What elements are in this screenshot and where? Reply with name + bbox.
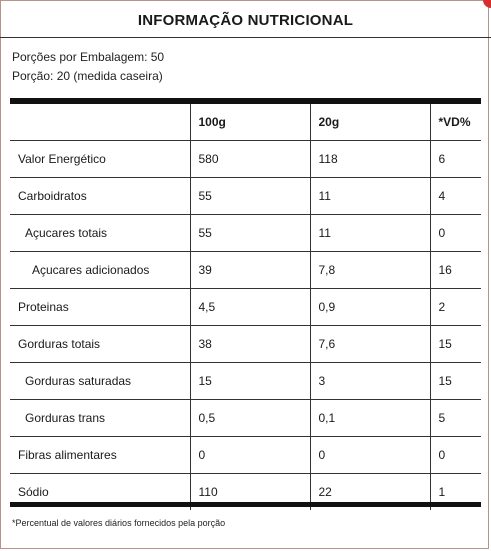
table-row: Gorduras totais 38 7,6 15 [10, 325, 481, 363]
table-bottom-rule [10, 502, 481, 507]
daily-value-percent: 15 [429, 325, 481, 363]
value-per-20g: 0,1 [309, 399, 431, 437]
nutrition-table: 100g 20g *VD% Valor Energético 580 118 6… [10, 104, 481, 510]
value-per-100g: 0,5 [189, 399, 311, 437]
table-top-rule [10, 98, 481, 104]
serving-size: Porção: 20 (medida caseira) [12, 69, 163, 83]
table-row: Valor Energético 580 118 6 [10, 140, 481, 178]
value-per-20g: 11 [309, 177, 431, 215]
servings-per-package: Porções por Embalagem: 50 [12, 50, 165, 64]
nutrient-name: Valor Energético [10, 140, 191, 178]
table-row: Gorduras trans 0,5 0,1 5 [10, 399, 481, 437]
value-per-20g: 3 [309, 362, 431, 400]
daily-value-percent: 4 [429, 177, 481, 215]
value-per-100g: 0 [189, 436, 311, 474]
table-row: Açucares adicionados 39 7,8 16 [10, 251, 481, 289]
value-per-100g: 55 [189, 214, 311, 252]
daily-value-percent: 2 [429, 288, 481, 326]
value-per-100g: 38 [189, 325, 311, 363]
table-row: Carboidratos 55 11 4 [10, 177, 481, 215]
value-per-100g: 4,5 [189, 288, 311, 326]
nutrient-name: Açucares totais [10, 214, 191, 252]
nutrient-name: Gorduras totais [10, 325, 191, 363]
value-per-20g: 7,6 [309, 325, 431, 363]
daily-value-percent: 0 [429, 214, 481, 252]
table-row: Açucares totais 55 11 0 [10, 214, 481, 252]
title-divider [0, 37, 491, 38]
value-per-20g: 11 [309, 214, 431, 252]
value-per-100g: 15 [189, 362, 311, 400]
close-badge-icon[interactable] [483, 0, 491, 8]
daily-value-footnote: *Percentual de valores diários fornecido… [12, 518, 226, 528]
table-row: Proteinas 4,5 0,9 2 [10, 288, 481, 326]
value-per-20g: 7,8 [309, 251, 431, 289]
header-nutrient [10, 104, 191, 141]
value-per-100g: 580 [189, 140, 311, 178]
value-per-100g: 39 [189, 251, 311, 289]
daily-value-percent: 5 [429, 399, 481, 437]
nutrient-name: Proteinas [10, 288, 191, 326]
value-per-20g: 0 [309, 436, 431, 474]
daily-value-percent: 6 [429, 140, 481, 178]
label-title: INFORMAÇÃO NUTRICIONAL [137, 12, 354, 29]
value-per-20g: 118 [309, 140, 431, 178]
table-header-row: 100g 20g *VD% [10, 104, 481, 141]
nutrient-name: Fibras alimentares [10, 436, 191, 474]
header-per-100g: 100g [189, 104, 311, 141]
nutrient-name: Carboidratos [10, 177, 191, 215]
value-per-100g: 55 [189, 177, 311, 215]
nutrient-name: Gorduras trans [10, 399, 191, 437]
daily-value-percent: 15 [429, 362, 481, 400]
daily-value-percent: 16 [429, 251, 481, 289]
header-daily-value: *VD% [429, 104, 481, 141]
value-per-20g: 0,9 [309, 288, 431, 326]
header-per-20g: 20g [309, 104, 431, 141]
table-row: Fibras alimentares 0 0 0 [10, 436, 481, 474]
daily-value-percent: 0 [429, 436, 481, 474]
nutrient-name: Gorduras saturadas [10, 362, 191, 400]
nutrient-name: Açucares adicionados [10, 251, 191, 289]
table-row: Gorduras saturadas 15 3 15 [10, 362, 481, 400]
